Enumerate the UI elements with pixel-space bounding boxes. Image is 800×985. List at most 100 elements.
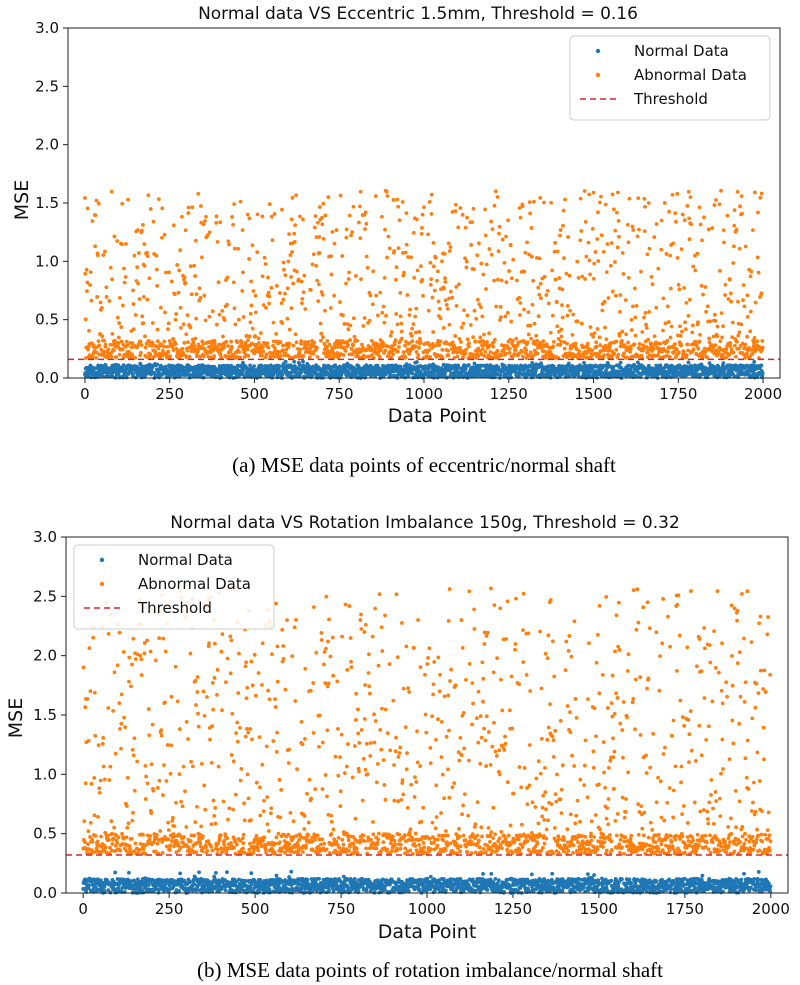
abnormal-data-point <box>429 212 434 216</box>
abnormal-data-point <box>429 192 434 197</box>
abnormal-data-point <box>302 273 307 278</box>
abnormal-data-point <box>478 335 483 340</box>
x-tick-label: 1250 <box>490 385 528 403</box>
abnormal-data-point <box>266 290 271 295</box>
abnormal-data-point <box>427 343 432 348</box>
abnormal-data-point <box>553 277 558 282</box>
abnormal-data-point <box>329 254 334 259</box>
abnormal-data-point <box>200 255 204 260</box>
abnormal-data-point <box>654 305 659 310</box>
abnormal-data-point <box>422 205 426 210</box>
abnormal-data-point <box>328 306 333 310</box>
abnormal-data-point <box>262 255 267 260</box>
abnormal-data-point <box>465 215 469 220</box>
abnormal-data-point <box>752 335 757 340</box>
abnormal-data-point <box>419 231 424 236</box>
abnormal-data-point <box>684 353 689 358</box>
abnormal-data-point <box>696 320 700 325</box>
y-tick-label: 2.5 <box>35 77 59 95</box>
abnormal-data-point <box>527 200 532 205</box>
abnormal-data-point <box>182 340 187 345</box>
abnormal-data-point <box>158 305 163 310</box>
abnormal-data-point <box>191 340 196 345</box>
abnormal-data-point <box>119 325 124 330</box>
abnormal-data-point <box>745 315 750 319</box>
abnormal-data-point <box>217 312 222 317</box>
normal-data-point <box>760 371 765 376</box>
abnormal-data-point <box>226 344 230 348</box>
abnormal-data-point <box>314 263 319 268</box>
abnormal-data-point <box>732 208 737 213</box>
abnormal-data-point <box>480 314 485 319</box>
abnormal-data-point <box>482 332 486 337</box>
abnormal-data-point <box>608 263 613 268</box>
normal-data-point <box>297 363 302 368</box>
abnormal-data-point <box>594 344 599 349</box>
abnormal-data-point <box>731 261 736 265</box>
abnormal-data-point <box>575 319 580 324</box>
x-tick-label: 750 <box>325 385 354 403</box>
abnormal-data-point <box>279 301 284 306</box>
abnormal-data-point <box>83 317 88 322</box>
abnormal-data-point <box>260 274 265 279</box>
abnormal-data-point <box>723 282 728 287</box>
abnormal-data-point <box>626 240 631 245</box>
abnormal-data-point <box>136 251 141 255</box>
abnormal-data-point <box>460 212 465 217</box>
abnormal-data-point <box>311 252 316 257</box>
abnormal-data-point <box>604 337 609 342</box>
normal-data-point <box>214 374 219 379</box>
abnormal-data-point <box>104 294 109 299</box>
normal-data-point <box>301 359 305 364</box>
abnormal-data-point <box>544 293 549 297</box>
abnormal-data-point <box>143 345 148 350</box>
abnormal-data-point <box>479 261 484 266</box>
abnormal-data-point <box>715 324 720 329</box>
abnormal-data-point <box>637 342 642 346</box>
abnormal-data-point <box>383 227 387 232</box>
abnormal-data-point <box>98 300 103 305</box>
normal-data-point <box>100 374 105 379</box>
abnormal-data-point <box>165 344 170 349</box>
abnormal-data-point <box>249 303 254 308</box>
abnormal-data-point <box>321 201 326 206</box>
abnormal-data-point <box>732 223 737 228</box>
abnormal-data-point <box>364 254 369 259</box>
abnormal-data-point <box>677 287 682 292</box>
abnormal-data-point <box>431 264 436 269</box>
abnormal-data-point <box>259 331 263 336</box>
abnormal-data-point <box>382 276 387 280</box>
normal-data-point <box>356 889 361 893</box>
abnormal-data-point <box>628 346 633 351</box>
abnormal-data-point <box>117 321 122 325</box>
normal-data-point <box>611 364 616 369</box>
abnormal-data-point <box>346 343 350 347</box>
normal-data-point <box>160 373 164 377</box>
abnormal-data-point <box>135 228 140 233</box>
abnormal-data-point <box>299 339 304 343</box>
abnormal-data-point <box>603 202 608 207</box>
abnormal-data-point <box>141 222 145 227</box>
abnormal-data-point <box>97 343 102 348</box>
abnormal-data-point <box>94 198 99 203</box>
normal-data-point <box>445 375 449 380</box>
abnormal-data-point <box>317 235 322 239</box>
x-tick-label: 0 <box>78 900 88 918</box>
abnormal-data-point <box>582 189 587 193</box>
abnormal-data-point <box>185 348 190 353</box>
abnormal-data-point <box>344 281 348 286</box>
chart-panel-a: Normal data VS Eccentric 1.5mm, Threshol… <box>11 4 782 477</box>
abnormal-data-point <box>231 280 236 285</box>
abnormal-data-point <box>193 238 198 243</box>
abnormal-data-point <box>714 198 718 202</box>
x-tick-label: 1500 <box>574 385 612 403</box>
abnormal-data-point <box>668 253 673 258</box>
x-tick-label: 2000 <box>744 385 782 403</box>
abnormal-data-point <box>287 341 292 346</box>
abnormal-data-point <box>182 275 187 280</box>
abnormal-data-point <box>723 293 727 297</box>
abnormal-data-point <box>230 215 234 219</box>
abnormal-data-point <box>514 336 519 341</box>
abnormal-data-point <box>634 304 639 308</box>
